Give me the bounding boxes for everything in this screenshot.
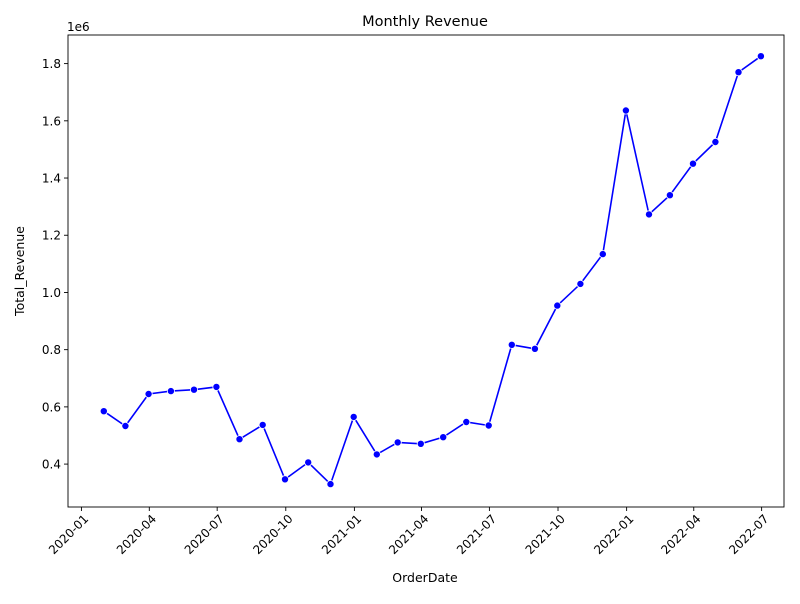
- y-axis-ticks: 0.4 0.6 0.8 1.0 1.2 1.4 1.6 1.8: [42, 57, 68, 472]
- data-point: [166, 387, 175, 396]
- data-point: [349, 412, 358, 421]
- data-point: [304, 458, 313, 467]
- data-point: [393, 438, 402, 447]
- data-point: [121, 421, 130, 430]
- data-point: [144, 389, 153, 398]
- data-point: [280, 475, 289, 484]
- y-tick-label: 1.2: [42, 229, 61, 243]
- data-point: [621, 106, 630, 115]
- data-point: [576, 279, 585, 288]
- data-point: [189, 385, 198, 394]
- data-point: [553, 301, 562, 310]
- y-tick-label: 1.6: [42, 114, 61, 128]
- data-point: [212, 382, 221, 391]
- data-point: [645, 210, 654, 219]
- data-point: [416, 439, 425, 448]
- data-point: [258, 420, 267, 429]
- data-point: [689, 159, 698, 168]
- data-point: [598, 250, 607, 259]
- y-offset-label: 1e6: [67, 20, 90, 34]
- y-tick-label: 0.8: [42, 343, 61, 357]
- y-axis-label: Total_Revenue: [12, 226, 27, 317]
- series-markers: [99, 52, 765, 489]
- data-point: [326, 480, 335, 489]
- data-point: [530, 344, 539, 353]
- y-tick-label: 0.6: [42, 400, 61, 414]
- data-point: [99, 407, 108, 416]
- data-point: [235, 435, 244, 444]
- chart-title: Monthly Revenue: [362, 14, 488, 30]
- axes-frame: [67, 34, 785, 508]
- data-point: [756, 52, 765, 61]
- data-point: [372, 450, 381, 459]
- y-tick-label: 0.4: [42, 458, 61, 472]
- data-point: [462, 417, 471, 426]
- data-point: [734, 68, 743, 77]
- x-axis-label: OrderDate: [392, 570, 458, 585]
- data-point: [507, 340, 516, 349]
- y-tick-label: 1.0: [42, 286, 61, 300]
- y-tick-label: 1.4: [42, 172, 61, 186]
- data-point: [484, 421, 493, 430]
- data-point: [711, 137, 720, 146]
- data-point: [439, 433, 448, 442]
- data-point: [665, 191, 674, 200]
- y-tick-label: 1.8: [42, 57, 61, 71]
